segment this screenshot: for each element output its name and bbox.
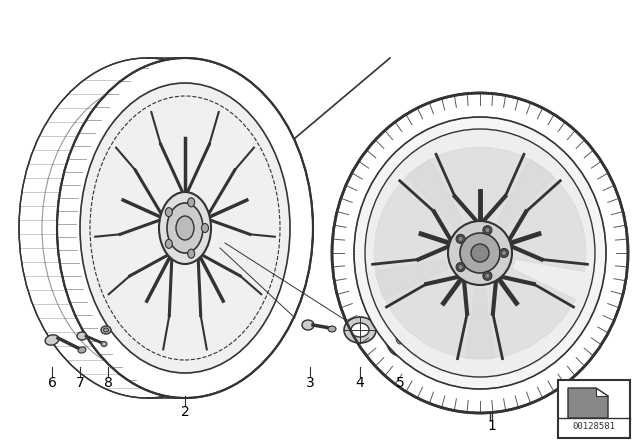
Ellipse shape — [458, 237, 463, 241]
Ellipse shape — [483, 271, 492, 280]
Ellipse shape — [448, 221, 512, 285]
Ellipse shape — [78, 347, 86, 353]
Text: 2: 2 — [180, 405, 189, 419]
Polygon shape — [374, 147, 586, 359]
Ellipse shape — [365, 129, 595, 377]
Text: 5: 5 — [396, 376, 404, 390]
Ellipse shape — [302, 320, 314, 330]
Ellipse shape — [471, 244, 489, 262]
Ellipse shape — [101, 341, 107, 346]
Ellipse shape — [45, 335, 59, 345]
Ellipse shape — [159, 192, 211, 264]
Bar — [558, 380, 630, 438]
Text: 6: 6 — [47, 376, 56, 390]
Ellipse shape — [176, 216, 194, 240]
Ellipse shape — [104, 328, 109, 332]
Ellipse shape — [456, 263, 465, 271]
Text: 1: 1 — [488, 419, 497, 433]
Ellipse shape — [386, 320, 414, 356]
Ellipse shape — [328, 326, 336, 332]
Text: 7: 7 — [76, 376, 84, 390]
Text: 8: 8 — [104, 376, 113, 390]
Text: 00128581: 00128581 — [573, 422, 616, 431]
Ellipse shape — [354, 117, 606, 389]
Polygon shape — [568, 388, 608, 418]
Ellipse shape — [57, 58, 313, 398]
Polygon shape — [497, 159, 554, 227]
Ellipse shape — [167, 203, 203, 253]
Ellipse shape — [456, 234, 465, 243]
Polygon shape — [406, 159, 463, 227]
Ellipse shape — [202, 224, 209, 233]
Ellipse shape — [485, 273, 490, 278]
Ellipse shape — [485, 228, 490, 233]
Polygon shape — [465, 289, 495, 359]
Polygon shape — [376, 259, 447, 299]
Ellipse shape — [77, 332, 87, 340]
Text: 4: 4 — [356, 376, 364, 390]
Ellipse shape — [188, 198, 195, 207]
Ellipse shape — [101, 326, 111, 334]
Ellipse shape — [392, 326, 408, 350]
Ellipse shape — [351, 323, 369, 337]
Ellipse shape — [165, 239, 172, 248]
Ellipse shape — [80, 83, 290, 373]
Ellipse shape — [396, 332, 404, 344]
Ellipse shape — [499, 249, 509, 258]
Ellipse shape — [458, 265, 463, 270]
Ellipse shape — [460, 233, 500, 273]
Ellipse shape — [483, 226, 492, 235]
Ellipse shape — [502, 250, 506, 255]
Ellipse shape — [165, 207, 172, 217]
Ellipse shape — [19, 58, 275, 398]
Ellipse shape — [332, 93, 628, 413]
Polygon shape — [596, 388, 608, 396]
Text: 3: 3 — [306, 376, 314, 390]
Ellipse shape — [344, 317, 376, 343]
Ellipse shape — [188, 249, 195, 258]
